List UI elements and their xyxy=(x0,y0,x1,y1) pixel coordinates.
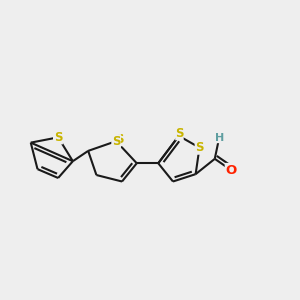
Text: S: S xyxy=(112,135,120,148)
Text: O: O xyxy=(225,164,237,176)
Text: S: S xyxy=(195,141,204,154)
Text: S: S xyxy=(115,133,123,146)
Text: H: H xyxy=(214,133,224,142)
Text: S: S xyxy=(175,127,184,140)
Text: S: S xyxy=(54,131,62,144)
Text: S: S xyxy=(53,130,61,143)
